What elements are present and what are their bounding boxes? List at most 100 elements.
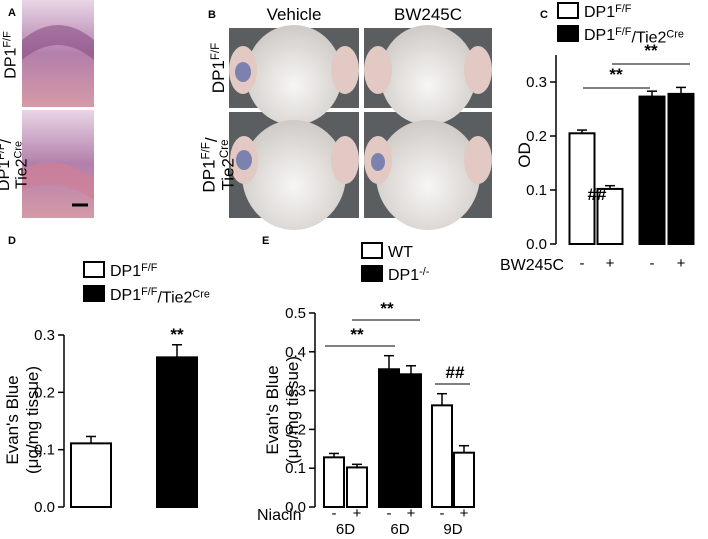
row-label-line-part: DP1 — [200, 159, 219, 192]
legend-label-part: /Tie2 — [631, 29, 666, 46]
row-label-line-part: Cre — [219, 139, 231, 158]
legend-label-part: DP1 — [388, 267, 419, 284]
row-label-line: Tie2Cre — [13, 141, 31, 189]
annotation: ** — [170, 325, 184, 344]
row-label-line-part: Tie2 — [13, 158, 30, 189]
legend-label-part: F/F — [141, 286, 158, 298]
bar — [346, 466, 368, 509]
group-label: 6D — [336, 521, 355, 538]
group-label: 9D — [443, 521, 462, 538]
bar — [596, 187, 624, 245]
bar — [156, 356, 198, 508]
y-axis-label-line: (μg/mg tissue) — [283, 356, 302, 464]
row-label: DP1F/F/Tie2Cre — [200, 137, 238, 192]
legend-label: DP1F/F — [110, 262, 158, 280]
legend-label-part: -/- — [419, 266, 430, 278]
row-label-line-part: DP1 — [0, 160, 13, 191]
y-tick-label: 0.1 — [526, 182, 547, 199]
row-label-line-part: F/F — [210, 43, 222, 60]
y-tick-label: 0.0 — [526, 236, 547, 253]
y-tick-label: 0.0 — [285, 499, 306, 516]
legend-label-part: DP1 — [110, 263, 141, 280]
x-axis-label: BW245C — [500, 257, 564, 274]
y-tick-label: 0.3 — [34, 327, 55, 344]
bar — [453, 451, 475, 508]
panel-letter: A — [8, 7, 16, 19]
annotation: ** — [350, 325, 364, 344]
x-tick-label: - — [387, 505, 392, 522]
legend-swatch — [83, 261, 105, 278]
bar — [568, 132, 596, 245]
row-label-line: DP1F/F/ — [0, 139, 15, 191]
x-tick-label: + — [606, 255, 615, 272]
row-label-line-part: / — [202, 137, 221, 142]
legend-label: DP1-/- — [388, 266, 430, 284]
legend-label: WT — [388, 244, 413, 261]
y-axis-label-line: (μg/mg tissue) — [23, 366, 42, 474]
legend-label-part: F/F — [615, 3, 632, 15]
legend-swatch — [361, 242, 383, 259]
panel-letter: D — [8, 235, 16, 247]
legend-swatch — [557, 2, 579, 19]
mouse-photos — [229, 25, 492, 230]
y-axis-label-line: Evan's Blue — [3, 375, 22, 464]
y-tick-label: 0.5 — [285, 305, 306, 322]
panel-letter: B — [208, 9, 216, 21]
legend-label: DP1F/F — [584, 3, 632, 21]
legend-label-part: WT — [388, 244, 413, 261]
annotation: ** — [644, 41, 658, 60]
x-tick-label: - — [332, 505, 337, 522]
bar — [638, 95, 666, 245]
row-label-line: Tie2Cre — [218, 139, 237, 190]
legend-label-part: DP1 — [110, 287, 141, 304]
y-tick-label: 0.1 — [285, 460, 306, 477]
y-tick-label: 0.3 — [526, 74, 547, 91]
row-label-line: DP1F/F — [209, 43, 228, 93]
bar — [667, 92, 695, 245]
x-axis-label: Niacin — [257, 507, 301, 524]
row-label-line-part: Cre — [13, 141, 25, 159]
row-label-line-part: / — [0, 139, 15, 144]
legend-swatch — [83, 285, 105, 302]
row-label: DP1F/F — [209, 43, 228, 93]
annotation: ** — [380, 299, 394, 318]
panel-letter: E — [262, 235, 269, 247]
x-tick-label: - — [650, 255, 655, 272]
y-tick-label: 0.2 — [34, 384, 55, 401]
y-axis-label: Evan's Blue (μg/mg tissue) — [263, 356, 302, 464]
bar — [400, 373, 422, 508]
row-label-line-part: F/F — [0, 143, 7, 160]
row-label-line-part: DP1 — [3, 47, 20, 78]
legend-label-part: DP1 — [584, 4, 615, 21]
row-label-line-part: F/F — [2, 31, 14, 48]
legend-swatch — [361, 265, 383, 282]
bar — [431, 404, 453, 508]
legend-label-part: /Tie2 — [157, 289, 192, 306]
column-label: Vehicle — [267, 5, 322, 24]
y-tick-label: 0.2 — [285, 421, 306, 438]
row-label-line: DP1F/F — [2, 31, 20, 79]
row-label: DP1F/F/Tie2Cre — [0, 139, 30, 191]
x-tick-label: - — [580, 255, 585, 272]
legend-label-part: F/F — [141, 262, 158, 274]
legend-label-part: Cre — [192, 288, 210, 300]
bar — [70, 442, 112, 508]
y-tick-label: 0.0 — [34, 499, 55, 516]
row-label-line: DP1F/F/ — [200, 137, 221, 192]
row-label-line-part: Tie2 — [218, 158, 237, 190]
bar — [378, 368, 400, 509]
annotation: ** — [609, 65, 623, 84]
legend-swatch — [557, 25, 579, 42]
y-axis-label: Evan's Blue (μg/mg tissue) — [3, 366, 42, 474]
histology-images — [22, 0, 94, 218]
panel-letter: C — [540, 9, 548, 21]
row-label: DP1F/F — [2, 31, 20, 79]
legend-label-part: F/F — [615, 26, 632, 38]
bar — [323, 456, 345, 508]
y-axis-label-line: OD — [515, 142, 534, 168]
legend-label-part: DP1 — [584, 27, 615, 44]
group-label: 6D — [390, 521, 409, 538]
y-tick-label: 0.2 — [526, 128, 547, 145]
x-tick-label: + — [677, 255, 686, 272]
